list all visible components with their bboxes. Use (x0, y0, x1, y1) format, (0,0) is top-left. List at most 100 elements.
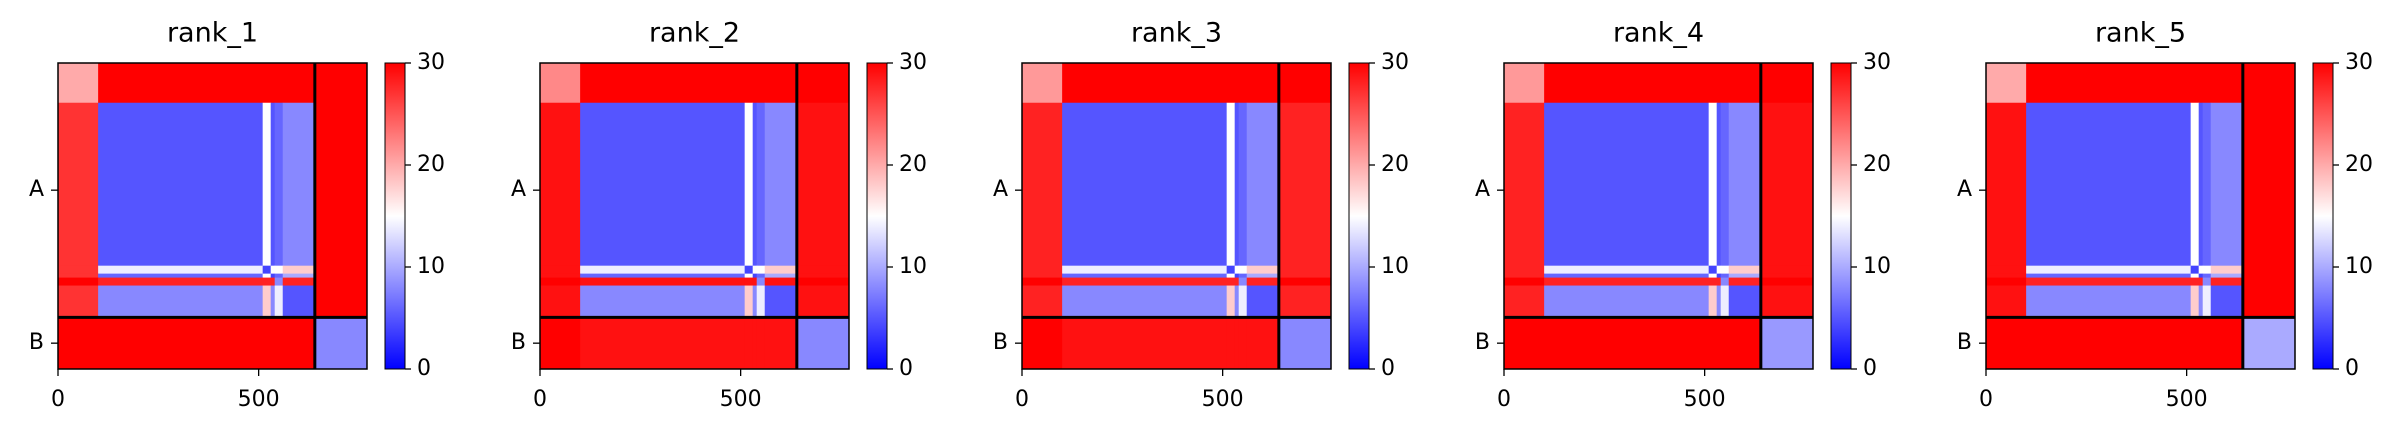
heatmap-cell (756, 317, 766, 370)
heatmap-cell (2202, 265, 2212, 275)
x-tick-label: 0 (1979, 387, 1993, 412)
colorbar-tick-label: 10 (1863, 254, 1891, 279)
heatmap-cell (1062, 63, 1228, 104)
heatmap-cell (1022, 317, 1063, 370)
heatmap-cell (1544, 273, 1710, 279)
colorbar-tick-label: 30 (899, 50, 927, 75)
heatmap-cell (1234, 285, 1240, 318)
y-tick-label: B (993, 330, 1008, 355)
heatmap-cell (1246, 317, 1280, 370)
heatmap-cell (1720, 277, 1730, 287)
heatmap-cell (1708, 285, 1718, 318)
heatmap-cell (2210, 102, 2244, 267)
heatmap-cell (764, 285, 798, 318)
heatmap-cell (2198, 265, 2204, 275)
heatmap-cell (58, 277, 99, 287)
heatmap-cell (796, 285, 850, 318)
heatmap-cell (580, 102, 746, 267)
chart-title: rank_2 (649, 18, 740, 49)
heatmap-cell (580, 273, 746, 279)
y-tick-label: A (1475, 177, 1490, 202)
heatmap-cell (1720, 285, 1730, 318)
heatmap-cell (98, 102, 264, 267)
heatmap-cell (1986, 265, 2027, 275)
heatmap-cell (756, 285, 766, 318)
colorbar-tick-label: 30 (417, 50, 445, 75)
heatmap-cell (540, 317, 581, 370)
heatmap-cell (1226, 63, 1236, 104)
colorbar-tick-label: 30 (2345, 50, 2373, 75)
heatmap-cell (1504, 102, 1545, 267)
colorbar-tick-label: 20 (417, 152, 445, 177)
heatmap-cell (58, 285, 99, 318)
heatmap-cell (1544, 277, 1710, 287)
heatmap-cell (2026, 317, 2192, 370)
heatmap-cell (764, 273, 798, 279)
colorbar-tick-label: 10 (2345, 254, 2373, 279)
heatmap-cell (2190, 285, 2200, 318)
heatmap-cell (270, 277, 276, 287)
heatmap-cell (58, 102, 99, 267)
heatmap-cell (2210, 265, 2244, 275)
heatmap-cell (98, 63, 264, 104)
heatmap-cell (2026, 265, 2192, 275)
heatmap-cell (270, 285, 276, 318)
heatmap-cell (262, 277, 272, 287)
heatmap-cell (1716, 285, 1722, 318)
heatmap-cell (752, 63, 758, 104)
heatmap-cell (1986, 285, 2027, 318)
colorbar-tick-label: 10 (417, 254, 445, 279)
heatmap-cell (270, 102, 276, 267)
heatmap-cell (98, 277, 264, 287)
plot-frame (57, 62, 368, 370)
heatmap-cell (744, 265, 754, 275)
heatmap-cell (1234, 265, 1240, 275)
heatmap-cell (540, 277, 581, 287)
heatmap-cell (2242, 285, 2296, 318)
heatmap-cell (2242, 317, 2296, 370)
heatmap-cell (1238, 265, 1248, 275)
heatmap-cell (1504, 63, 1545, 104)
plot-frame (1021, 62, 1332, 370)
heatmap-cell (2026, 277, 2192, 287)
heatmap-cell (282, 317, 316, 370)
x-tick-label: 500 (238, 387, 280, 412)
heatmap-cell (1728, 63, 1762, 104)
panel: rank_5 0 500 A B 0 10 20 30 (1957, 18, 2373, 413)
heatmap-cell (2026, 285, 2192, 318)
heatmap-cell (1022, 102, 1063, 267)
x-tick-label: 0 (533, 387, 547, 412)
heatmap-cell (2198, 285, 2204, 318)
heatmap-cell (2202, 102, 2212, 267)
heatmap-cell (2210, 285, 2244, 318)
heatmap-cell (752, 277, 758, 287)
heatmap-cell (2198, 277, 2204, 287)
heatmap-cell (540, 265, 581, 275)
heatmap-cell (1728, 317, 1762, 370)
heatmap-cell (1760, 273, 1814, 279)
heatmap-cell (2242, 102, 2296, 267)
heatmap-cell (1062, 277, 1228, 287)
heatmap-cell (1716, 273, 1722, 279)
heatmap-cell (2202, 277, 2212, 287)
colorbar (2312, 62, 2334, 370)
colorbar-tick-label: 0 (417, 356, 431, 381)
x-tick-label: 500 (1202, 387, 1244, 412)
heatmap-cell (1278, 102, 1332, 267)
heatmap-cell (756, 273, 766, 279)
heatmap-cell (1238, 285, 1248, 318)
heatmap-cell (1986, 317, 2027, 370)
heatmap-cell (540, 273, 581, 279)
colorbar-tick-label: 30 (1381, 50, 1409, 75)
heatmap-cell (1720, 265, 1730, 275)
x-tick-label: 0 (1497, 387, 1511, 412)
heatmap-cell (2026, 63, 2192, 104)
heatmap-cell (98, 285, 264, 318)
x-tick-label: 0 (51, 387, 65, 412)
heatmap-cell (796, 63, 850, 104)
colorbar-tick-label: 20 (1381, 152, 1409, 177)
chart-title: rank_4 (1613, 18, 1704, 49)
heatmap-cell (1544, 265, 1710, 275)
heatmap-cell (2242, 265, 2296, 275)
heatmap-cell (1504, 265, 1545, 275)
